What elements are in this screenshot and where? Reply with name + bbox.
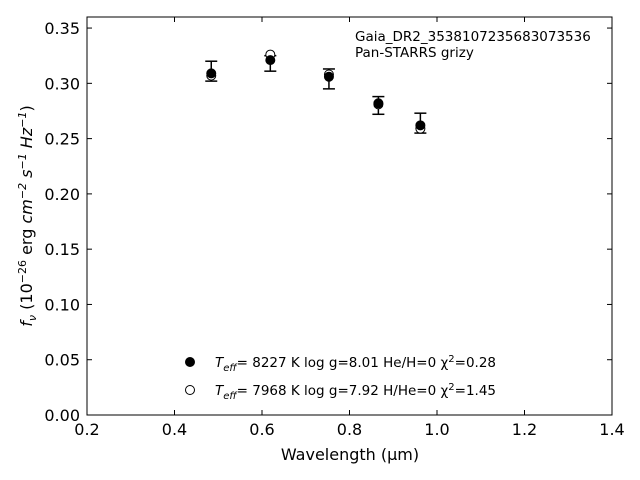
error-bars	[205, 54, 427, 134]
annotation-object-id: Gaia_DR2_3538107235683073536	[355, 29, 591, 45]
legend: Teff= 8227 K log g=8.01 He/H=0 χ2=0.28 Te…	[185, 354, 496, 402]
model-point-filled	[415, 120, 426, 131]
x-tick-label: 0.6	[249, 420, 274, 439]
x-tick-label: 1.4	[599, 420, 624, 439]
data-points	[206, 49, 426, 134]
y-tick-label: 0.10	[44, 295, 80, 314]
legend-entry: Teff= 8227 K log g=8.01 He/H=0 χ2=0.28	[215, 354, 496, 374]
x-tick-label: 0.8	[337, 420, 362, 439]
y-tick-label: 0.30	[44, 74, 80, 93]
x-tick-label: 1.0	[424, 420, 449, 439]
y-tick-label: 0.00	[44, 406, 80, 425]
y-axis-ticks: 0.00 0.05 0.10 0.15 0.20 0.25 0.30 0.35	[44, 19, 612, 425]
model-point-filled	[323, 71, 334, 82]
model-point-filled	[265, 55, 276, 66]
y-tick-label: 0.20	[44, 185, 80, 204]
x-tick-label: 0.2	[74, 420, 99, 439]
y-tick-label: 0.35	[44, 19, 80, 38]
x-axis-label: Wavelength (μm)	[281, 445, 419, 464]
y-tick-label: 0.15	[44, 240, 80, 259]
x-axis-ticks: 0.2 0.4 0.6 0.8 1.0 1.2 1.4	[74, 17, 625, 439]
y-tick-label: 0.25	[44, 130, 80, 149]
y-tick-label: 0.05	[44, 351, 80, 370]
model-point-filled	[206, 68, 217, 79]
x-tick-label: 1.2	[512, 420, 537, 439]
legend-marker-open	[185, 385, 195, 395]
y-axis-label: fν (10−26 erg cm−2 s−1 Hz−1)	[16, 105, 39, 326]
x-tick-label: 0.4	[162, 420, 187, 439]
legend-marker-filled	[185, 357, 195, 367]
legend-entry: Teff= 7968 K log g=7.92 H/He=0 χ2=1.45	[215, 382, 496, 402]
annotation-survey: Pan-STARRS grizy	[355, 45, 474, 61]
model-point-filled	[373, 98, 384, 109]
